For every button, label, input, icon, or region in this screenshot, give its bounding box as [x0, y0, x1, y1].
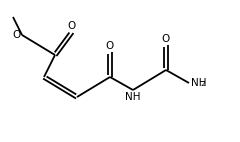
Text: O: O: [162, 34, 170, 44]
Text: 2: 2: [200, 82, 205, 87]
Text: O: O: [68, 21, 76, 31]
Text: O: O: [13, 30, 21, 40]
Text: NH: NH: [125, 92, 141, 102]
Text: NH: NH: [191, 78, 206, 88]
Text: O: O: [106, 41, 114, 51]
